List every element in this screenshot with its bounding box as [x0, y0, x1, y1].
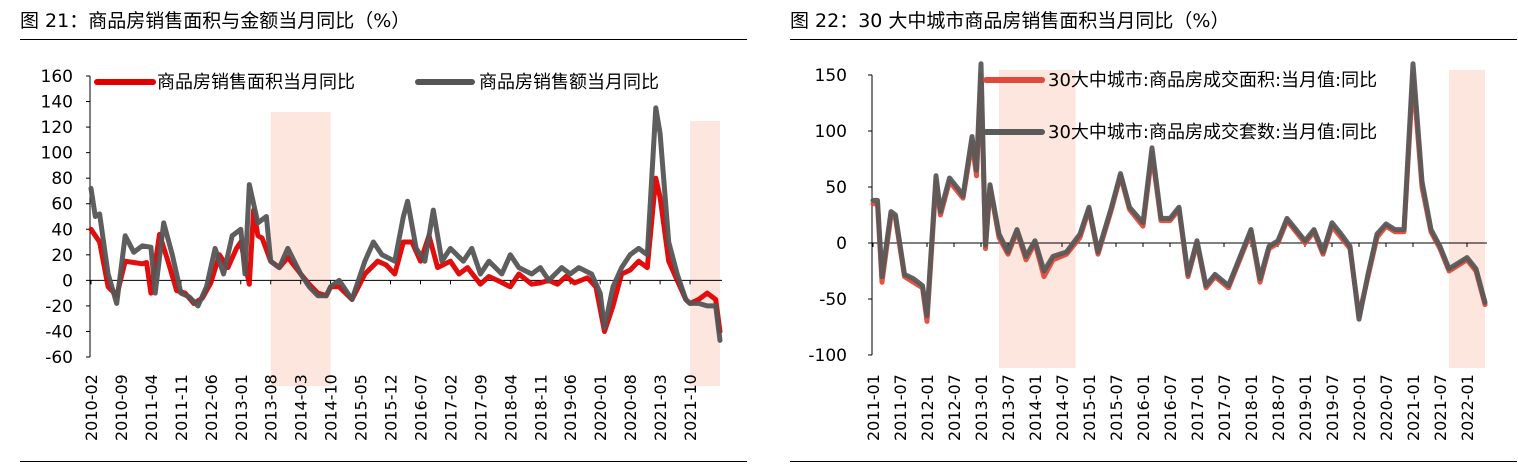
y-tick-label: 80 — [51, 169, 73, 189]
y-tick-label: 40 — [51, 220, 73, 240]
chart-title: 图 21：商品房销售面积与金额当月同比（%） — [20, 10, 411, 32]
y-tick-label: 0 — [62, 271, 73, 291]
x-tick-label: 2019-06 — [561, 374, 580, 441]
x-tick-label: 2020-08 — [621, 374, 640, 441]
bottom-rule — [20, 461, 747, 462]
x-tick-label: 2018-01 — [1242, 374, 1261, 441]
y-tick-label: 140 — [41, 93, 73, 113]
highlight-band — [690, 121, 720, 386]
x-tick-label: 2021-01 — [1404, 374, 1423, 441]
x-tick-label: 2017-01 — [1188, 374, 1207, 441]
y-tick-label: 100 — [815, 122, 847, 142]
x-tick-label: 2013-07 — [999, 374, 1018, 441]
series-line-2 — [870, 61, 1488, 322]
x-tick-label: 2018-07 — [1269, 374, 1288, 441]
title-rule — [790, 39, 1517, 40]
y-tick-label: 100 — [41, 144, 73, 164]
x-tick-label: 2011-01 — [864, 374, 883, 441]
x-tick-label: 2012-07 — [945, 374, 964, 441]
x-tick-label: 2020-07 — [1377, 374, 1396, 441]
y-tick-label: -50 — [819, 290, 847, 310]
highlight-band — [1449, 70, 1485, 368]
x-tick-label: 2010-09 — [112, 374, 131, 441]
legend-label: 商品房销售额当月同比 — [479, 72, 659, 93]
chart-panel-22: 图 22：30 大中城市商品房销售面积当月同比（%） -100 -50 0 50 100… — [785, 0, 1518, 468]
x-tick-label: 2021-10 — [681, 374, 700, 441]
series-line-1 — [870, 72, 1488, 324]
x-tick-label: 2012-06 — [202, 374, 221, 441]
x-tick-label: 2013-01 — [232, 374, 251, 441]
x-tick-label: 2018-04 — [501, 374, 520, 441]
x-tick-label: 2015-07 — [1107, 374, 1126, 441]
x-tick-label: 2020-01 — [591, 374, 610, 441]
x-tick-label: 2014-10 — [322, 374, 341, 441]
highlight-band — [270, 112, 331, 386]
x-tick-label: 2016-07 — [1161, 374, 1180, 441]
x-tick-label: 2011-07 — [891, 374, 910, 441]
x-tick-label: 2021-03 — [651, 374, 670, 441]
x-tick-label: 2012-01 — [918, 374, 937, 441]
x-tick-label: 2016-07 — [411, 374, 430, 441]
title-rule — [20, 39, 747, 40]
y-tick-label: 20 — [51, 246, 73, 266]
x-tick-label: 2013-01 — [972, 374, 991, 441]
x-tick-label: 2017-09 — [471, 374, 490, 441]
y-tick-label: 160 — [41, 67, 73, 87]
x-tick-label: 2014-01 — [1026, 374, 1045, 441]
x-tick-label: 2014-07 — [1053, 374, 1072, 441]
bottom-rule — [790, 461, 1517, 462]
legend-label: 商品房销售面积当月同比 — [157, 72, 355, 93]
chart-title: 图 22：30 大中城市商品房销售面积当月同比（%） — [790, 10, 1230, 32]
highlight-band — [999, 70, 1076, 368]
y-tick-label: 150 — [815, 66, 847, 86]
x-tick-label: 2015-01 — [1080, 374, 1099, 441]
x-tick-label: 2022-01 — [1458, 374, 1477, 441]
series-line-2 — [88, 105, 723, 343]
chart-22-plot: -100 -50 0 50 100 150 2011-01 2011-07 2012-01 201… — [808, 61, 1488, 441]
chart-panel-21: 图 21：商品房销售面积与金额当月同比（%） -60 -40 -20 0 20 40 60 8… — [20, 10, 747, 462]
y-tick-label: 60 — [51, 195, 73, 215]
legend-label: 30大中城市:商品房成交套数:当月值:同比 — [1048, 122, 1377, 143]
y-tick-label: 0 — [836, 234, 847, 254]
x-tick-label: 2017-07 — [1215, 374, 1234, 441]
y-tick-label: -60 — [45, 348, 73, 368]
y-tick-label: 50 — [825, 178, 847, 198]
x-tick-label: 2015-12 — [382, 374, 401, 441]
x-tick-label: 2011-04 — [142, 374, 161, 441]
x-tick-label: 2015-05 — [352, 374, 371, 441]
x-tick-label: 2013-08 — [262, 374, 281, 441]
x-tick-label: 2018-11 — [531, 374, 550, 441]
chart-21-plot: -60 -40 -20 0 20 40 60 80 100 120 140 160 2010-02 201… — [41, 67, 723, 441]
x-tick-label: 2016-01 — [1134, 374, 1153, 441]
x-tick-label: 2011-11 — [172, 374, 191, 441]
y-tick-label: -100 — [808, 346, 847, 366]
x-tick-label: 2010-02 — [82, 374, 101, 441]
legend-label: 30大中城市:商品房成交面积:当月值:同比 — [1048, 70, 1377, 91]
x-tick-label: 2021-07 — [1431, 374, 1450, 441]
y-tick-label: -20 — [45, 297, 73, 317]
y-tick-label: -40 — [45, 322, 73, 342]
x-tick-label: 2017-02 — [441, 374, 460, 441]
x-tick-label: 2014-03 — [292, 374, 311, 441]
x-tick-label: 2019-01 — [1296, 374, 1315, 441]
y-tick-label: 120 — [41, 118, 73, 138]
x-tick-label: 2019-07 — [1323, 374, 1342, 441]
x-tick-label: 2020-01 — [1350, 374, 1369, 441]
